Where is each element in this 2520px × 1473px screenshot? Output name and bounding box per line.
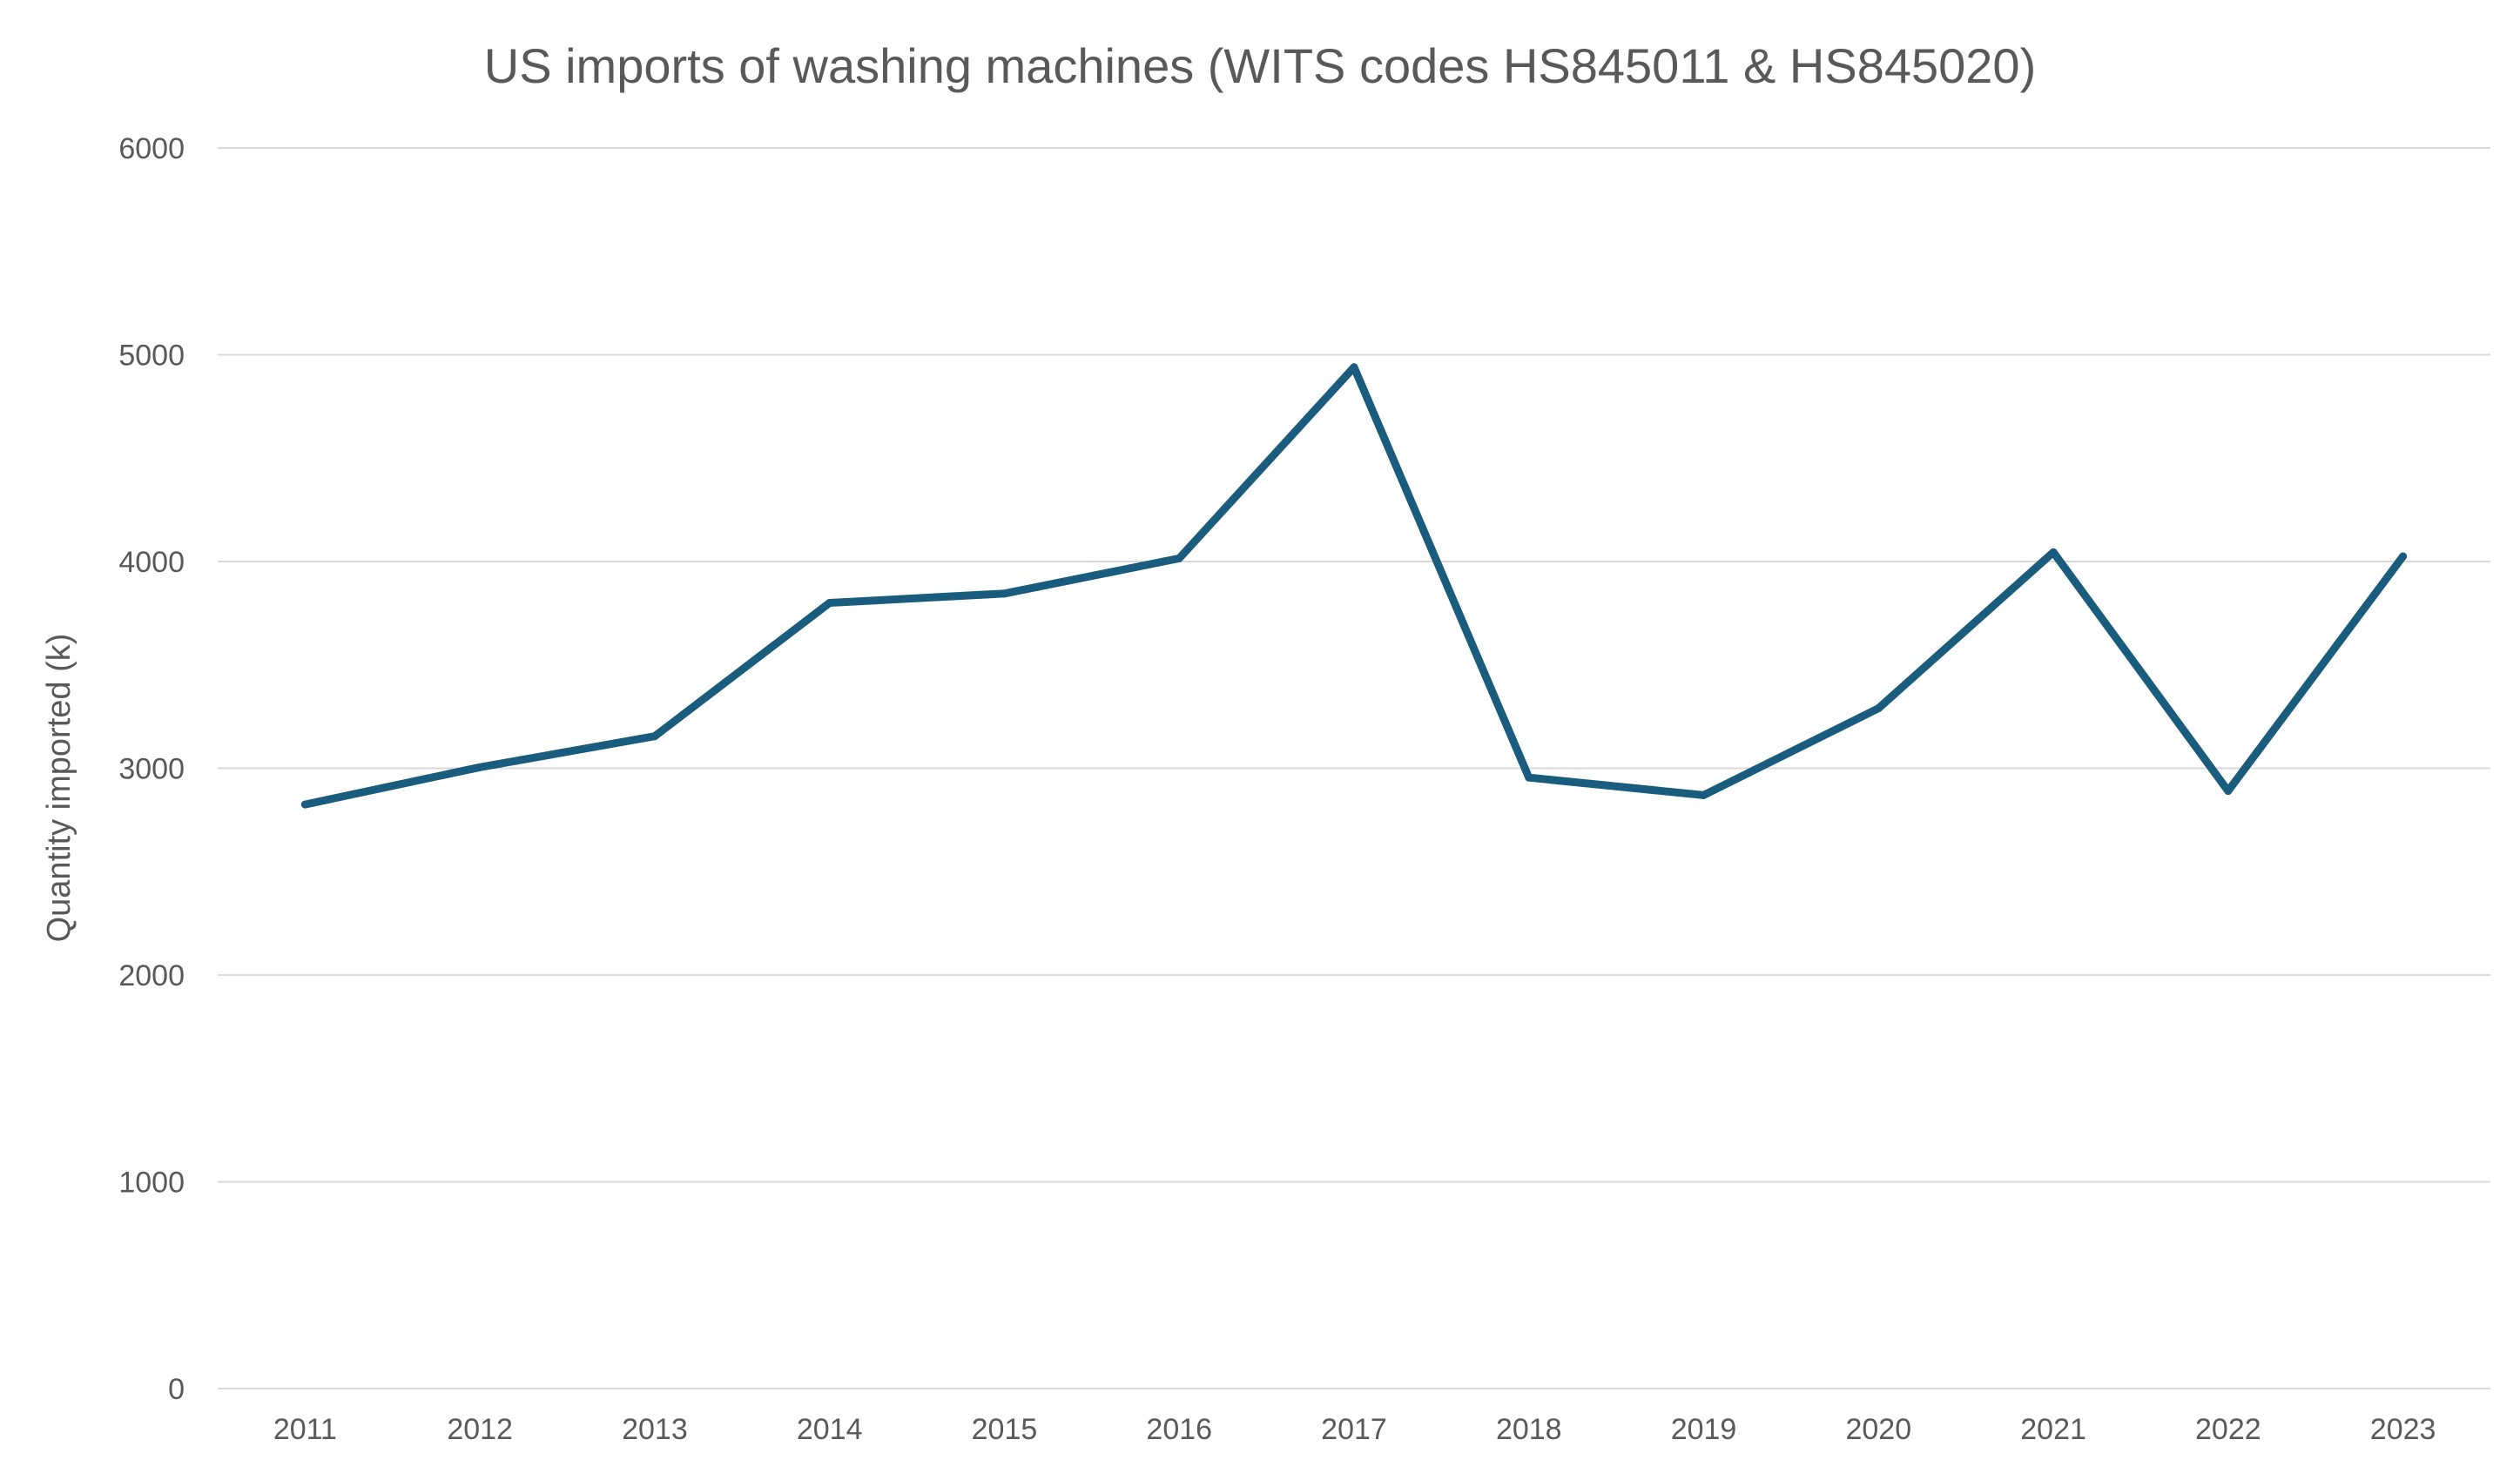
chart-title: US imports of washing machines (WITS cod… <box>484 38 2036 93</box>
data-point-2011 <box>300 800 309 809</box>
data-point-2012 <box>475 763 484 771</box>
x-tick-label: 2021 <box>2020 1413 2086 1446</box>
y-axis-ticks: 0 1000 2000 3000 4000 5000 6000 <box>118 132 185 1406</box>
x-tick-label: 2015 <box>972 1413 1038 1446</box>
data-point-2013 <box>650 732 659 741</box>
x-tick-label: 2013 <box>622 1413 688 1446</box>
y-tick-label: 4000 <box>118 546 185 579</box>
x-tick-label: 2017 <box>1321 1413 1387 1446</box>
data-point-2016 <box>1175 554 1183 562</box>
x-axis-ticks: 2011 2012 2013 2014 2015 2016 2017 2018 2019 2020… <box>273 1413 2436 1446</box>
y-tick-label: 1000 <box>118 1167 185 1200</box>
series-layer <box>300 363 2408 809</box>
x-tick-label: 2020 <box>1845 1413 1911 1446</box>
gridlines <box>218 147 2490 1389</box>
x-tick-label: 2019 <box>1671 1413 1737 1446</box>
data-point-2018 <box>1525 773 1533 782</box>
x-tick-label: 2012 <box>447 1413 513 1446</box>
x-tick-label: 2023 <box>2370 1413 2436 1446</box>
x-tick-label: 2018 <box>1496 1413 1562 1446</box>
y-tick-label: 3000 <box>118 753 185 786</box>
data-point-2020 <box>1874 704 1883 713</box>
data-point-2014 <box>825 599 834 607</box>
data-point-2021 <box>2049 548 2058 556</box>
data-point-2015 <box>1000 589 1008 598</box>
x-tick-label: 2014 <box>797 1413 863 1446</box>
data-point-2017 <box>1350 363 1358 372</box>
y-tick-label: 2000 <box>118 959 185 992</box>
data-point-2019 <box>1700 790 1708 799</box>
y-tick-label: 6000 <box>118 132 185 165</box>
x-tick-label: 2011 <box>273 1413 337 1446</box>
y-tick-label: 5000 <box>118 340 185 373</box>
y-axis-title: Quantity imported (k) <box>41 634 77 943</box>
y-tick-label: 0 <box>168 1373 185 1406</box>
data-point-2022 <box>2224 787 2233 796</box>
x-tick-label: 2016 <box>1146 1413 1212 1446</box>
series-line-0 <box>300 363 2408 809</box>
data-point-2023 <box>2399 552 2408 561</box>
x-tick-label: 2022 <box>2195 1413 2261 1446</box>
